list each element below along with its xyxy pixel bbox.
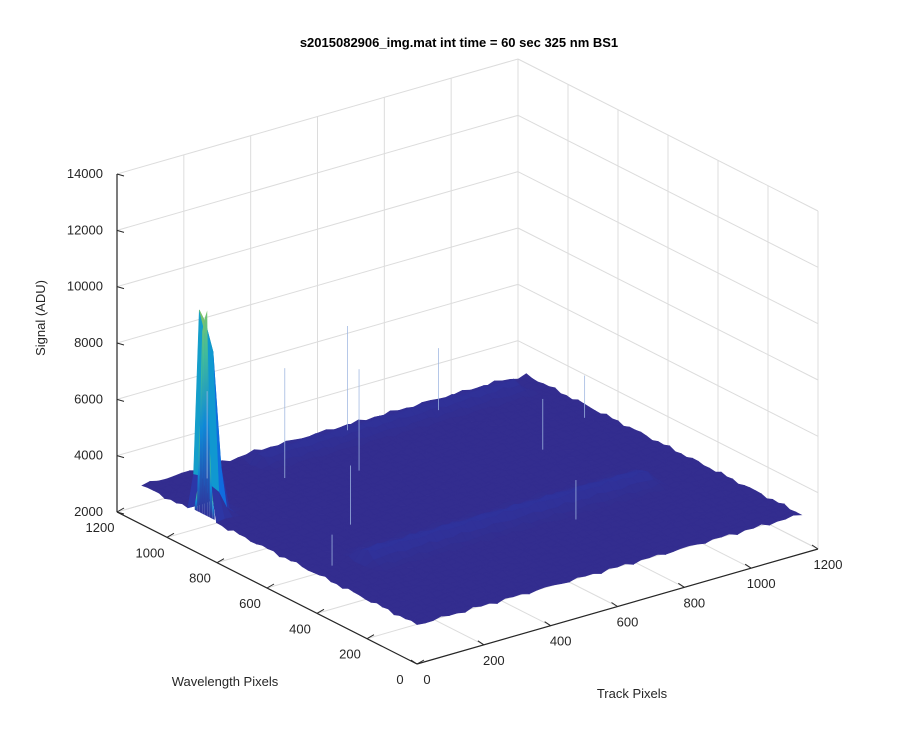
grid-line-z-left-wall (116, 58, 519, 175)
x-axis-label: Track Pixels (597, 686, 668, 701)
z-tick (116, 342, 125, 346)
x-tick-label: 400 (550, 634, 572, 649)
x-tick (410, 659, 418, 665)
y-tick-label: 1200 (86, 520, 115, 535)
y-tick (316, 608, 325, 614)
y-tick-label: 400 (289, 621, 311, 636)
y-tick-label: 200 (339, 647, 361, 662)
z-tick (116, 173, 125, 177)
grid-line-z-left-wall (116, 171, 519, 288)
peak-face (197, 424, 200, 513)
y-tick-label: 600 (239, 596, 261, 611)
surface (141, 309, 803, 625)
z-tick (116, 511, 125, 515)
x-tick-label: 800 (683, 595, 705, 610)
grid-line-z-right-wall (517, 114, 819, 268)
y-tick-label: 0 (396, 672, 403, 687)
z-tick-label: 12000 (67, 222, 103, 237)
x-tick (744, 563, 752, 569)
x-tick (544, 621, 551, 627)
peak-face (204, 310, 208, 517)
peak-face (207, 310, 210, 518)
chart-title: s2015082906_img.mat int time = 60 sec 32… (300, 35, 618, 50)
z-tick (116, 455, 125, 459)
grid-line-z-right-wall (517, 171, 819, 325)
peak-face (199, 331, 203, 514)
z-tick (116, 229, 125, 233)
y-axis-label: Wavelength Pixels (172, 674, 279, 689)
x-tick (477, 640, 485, 646)
x-tick (611, 602, 618, 607)
peak-face (202, 318, 205, 515)
y-tick-label: 800 (189, 571, 211, 586)
x-tick-label: 200 (483, 653, 505, 668)
y-tick-label: 1000 (136, 545, 165, 560)
x-tick (678, 582, 685, 588)
grid-line-z-left-wall (116, 340, 519, 457)
grid-line-z-left-wall (116, 283, 519, 400)
z-tick-label: 6000 (74, 391, 103, 406)
z-tick-label: 2000 (74, 504, 103, 519)
grid-line-z-right-wall (517, 283, 819, 437)
y-tick (416, 659, 425, 665)
grid-line-z-left-wall (116, 227, 519, 344)
grid-line-z-right-wall (517, 340, 819, 494)
axes (116, 173, 819, 665)
z-tick-label: 14000 (67, 166, 103, 181)
x-tick-label: 1000 (747, 576, 776, 591)
y-tick (116, 507, 125, 513)
grid-line-z-right-wall (517, 227, 819, 381)
peak-face (209, 448, 213, 519)
z-tick-label: 8000 (74, 335, 103, 350)
y-tick (366, 634, 375, 640)
y-tick (266, 583, 275, 589)
tick-labels: 0200400600800100012000200400600800100012… (67, 166, 843, 687)
peak-face (212, 492, 215, 520)
grid-line-z-left-wall (116, 114, 519, 231)
x-tick-label: 600 (617, 615, 639, 630)
z-tick (116, 398, 125, 402)
x-tick-label: 1200 (814, 557, 843, 572)
z-tick (116, 286, 125, 290)
z-tick-label: 10000 (67, 279, 103, 294)
y-tick (166, 532, 175, 538)
x-tick (811, 544, 819, 550)
y-tick (216, 558, 225, 564)
grid-line-z-right-wall (517, 58, 819, 212)
surface-patch (410, 618, 426, 625)
peak-face (194, 490, 198, 512)
z-axis-label: Signal (ADU) (33, 280, 48, 356)
z-tick-label: 4000 (74, 448, 103, 463)
x-tick-label: 0 (423, 672, 430, 687)
